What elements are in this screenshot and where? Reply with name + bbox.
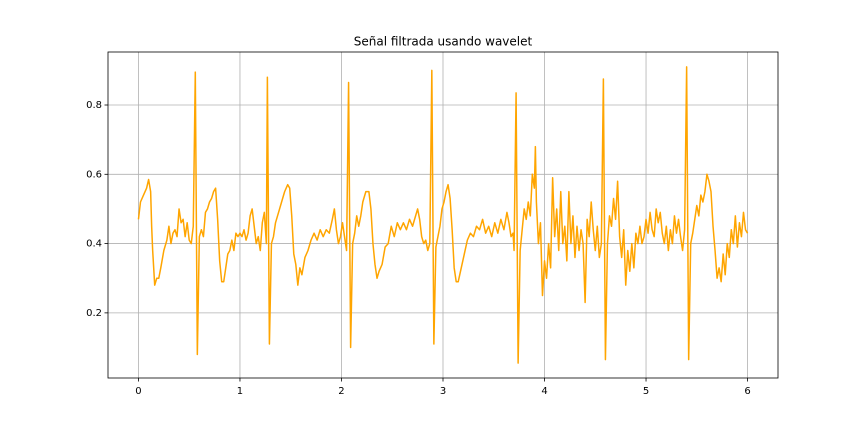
x-tick-label: 3 [440,386,446,397]
plot-frame [107,51,779,379]
y-tick-label: 0.4 [86,239,102,250]
y-tick-label: 0.6 [86,169,102,180]
signal-line [137,66,749,364]
y-tick-label: 0.8 [86,100,102,111]
x-tick-label: 6 [744,386,750,397]
x-tick-label: 0 [135,386,141,397]
x-tick-label: 5 [643,386,649,397]
chart-title: Señal filtrada usando wavelet [354,35,533,49]
y-tick-label: 0.2 [86,308,102,319]
x-tick-label: 4 [541,386,547,397]
x-tick-label: 1 [237,386,243,397]
x-tick-label: 2 [338,386,344,397]
